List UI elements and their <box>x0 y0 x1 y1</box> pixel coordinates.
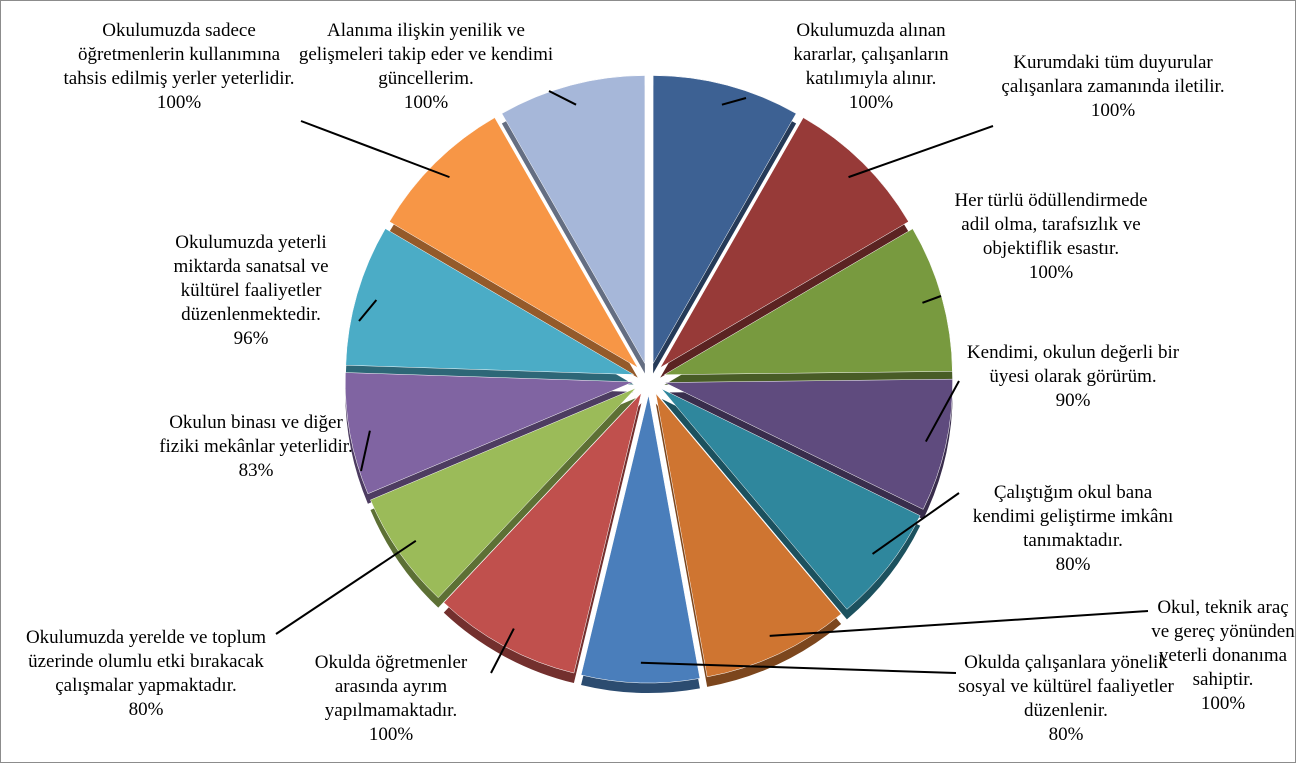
leader-line <box>848 125 994 179</box>
value-label: 100% <box>1028 262 1074 283</box>
category-label: Okulun binası ve diğer fiziki mekânlar y… <box>159 412 353 457</box>
category-label: Okulda öğretmenler arasında ayrım yapılm… <box>314 652 468 721</box>
category-label: Kendimi, okulun değerli bir üyesi olarak… <box>966 342 1180 387</box>
value-label: 80% <box>128 699 164 720</box>
value-label: 100% <box>1200 693 1246 714</box>
leader-line <box>360 430 371 472</box>
slice <box>345 228 634 375</box>
leader-line <box>924 380 960 443</box>
slice <box>580 394 701 684</box>
slice <box>655 392 842 678</box>
data-label: Okulda çalışanlara yönelik sosyal ve kül… <box>954 651 1179 747</box>
category-label: Okulda çalışanlara yönelik sosyal ve kül… <box>958 652 1174 721</box>
data-label: Çalıştığım okul bana kendimi geliştirme … <box>963 481 1183 577</box>
value-label: 80% <box>1048 724 1084 745</box>
slice <box>659 117 909 369</box>
data-label: Okulumuzda sadece öğretmenlerin kullanım… <box>57 19 302 115</box>
value-label: 100% <box>1090 100 1136 121</box>
slice <box>652 75 797 365</box>
value-label: 96% <box>233 328 269 349</box>
data-label: Okulumuzda yeterli miktarda sanatsal ve … <box>144 231 359 351</box>
data-label: Her türlü ödüllendirmede adil olma, tara… <box>944 189 1159 285</box>
category-label: Okulumuzda yeterli miktarda sanatsal ve … <box>173 232 329 325</box>
leader-line <box>871 492 960 555</box>
slice <box>345 372 634 495</box>
category-label: Okulumuzda alınan kararlar, çalışanların… <box>793 20 949 89</box>
category-label: Alanıma ilişkin yenilik ve gelişmeleri t… <box>298 20 554 89</box>
data-label: Okulumuzda alınan kararlar, çalışanların… <box>764 19 979 115</box>
data-label: Okulda öğretmenler arasında ayrım yapılm… <box>286 651 496 747</box>
data-label: Alanıma ilişkin yenilik ve gelişmeleri t… <box>291 19 561 115</box>
slice <box>389 117 639 369</box>
value-label: 100% <box>403 92 449 113</box>
slice <box>663 228 953 375</box>
value-label: 83% <box>238 460 274 481</box>
slice <box>501 75 646 365</box>
data-label: Okulumuzda yerelde ve toplum üzerinde ol… <box>16 626 276 722</box>
category-label: Çalıştığım okul bana kendimi geliştirme … <box>972 482 1174 551</box>
value-label: 90% <box>1055 390 1091 411</box>
category-label: Okulumuzda yerelde ve toplum üzerinde ol… <box>25 627 267 696</box>
leader-line <box>358 299 378 322</box>
leader-line <box>300 120 450 179</box>
leader-line <box>769 610 1149 637</box>
leader-line <box>922 295 942 304</box>
data-label: Kurumdaki tüm duyurular çalışanlara zama… <box>993 51 1233 123</box>
leader-line <box>640 661 957 674</box>
value-label: 100% <box>848 92 894 113</box>
value-label: 100% <box>156 92 202 113</box>
leader-line <box>548 90 577 106</box>
data-label: Okulun binası ve diğer fiziki mekânlar y… <box>151 411 361 483</box>
slice <box>664 378 953 510</box>
data-label: Okul, teknik araç ve gereç yönünden yete… <box>1148 596 1296 716</box>
data-label: Kendimi, okulun değerli bir üyesi olarak… <box>961 341 1186 413</box>
category-label: Her türlü ödüllendirmede adil olma, tara… <box>954 190 1148 259</box>
category-label: Kurumdaki tüm duyurular çalışanlara zama… <box>1001 52 1225 97</box>
value-label: 100% <box>368 724 414 745</box>
leader-line <box>721 97 747 106</box>
slice <box>661 388 921 610</box>
value-label: 80% <box>1055 554 1091 575</box>
leader-line <box>275 540 417 635</box>
category-label: Okulumuzda sadece öğretmenlerin kullanım… <box>63 20 295 89</box>
category-label: Okul, teknik araç ve gereç yönünden yete… <box>1151 597 1295 690</box>
leader-line <box>490 628 515 674</box>
